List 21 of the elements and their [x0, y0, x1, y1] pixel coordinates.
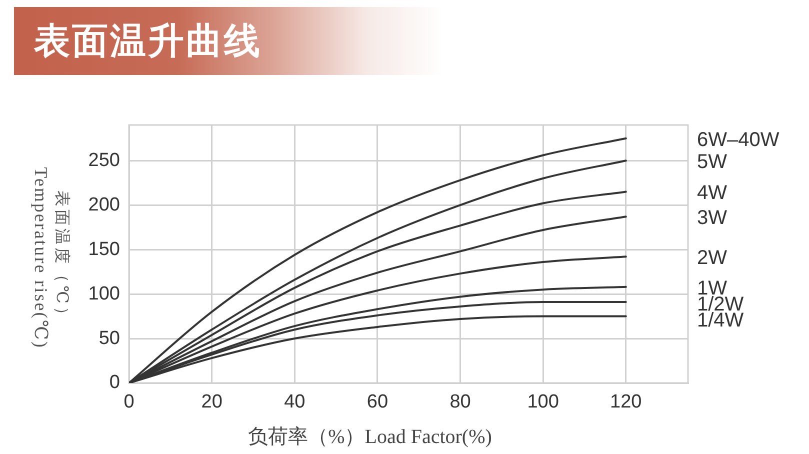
- x-tick-label: 80: [450, 392, 471, 413]
- text: 3W: [697, 207, 728, 230]
- x-axis-title: 负荷率（%）Load Factor(%): [247, 425, 493, 450]
- y-tick-label: 250: [88, 150, 120, 171]
- text: 6W–40W: [697, 128, 780, 151]
- x-tick-label: 100: [527, 392, 559, 413]
- text: 2W: [697, 247, 728, 270]
- chart-title: 表面温升曲线: [34, 20, 262, 63]
- y-axis-title: 表面温度（℃） Temperature rise(℃): [31, 166, 71, 351]
- x-tick-label: 0: [124, 392, 134, 413]
- y-tick-label: 100: [88, 283, 120, 304]
- y-tick-label: 200: [88, 194, 120, 216]
- y-tick-label: 50: [98, 328, 120, 349]
- x-tick-label: 120: [610, 392, 642, 413]
- x-tick-label: 40: [284, 392, 306, 413]
- x-tick-label: 20: [201, 392, 222, 413]
- y-tick-label: 150: [88, 238, 120, 260]
- y-tick-label: 0: [109, 372, 120, 394]
- x-tick-label: 60: [366, 392, 388, 413]
- text: 5W: [697, 151, 728, 174]
- text: 4W: [697, 182, 728, 204]
